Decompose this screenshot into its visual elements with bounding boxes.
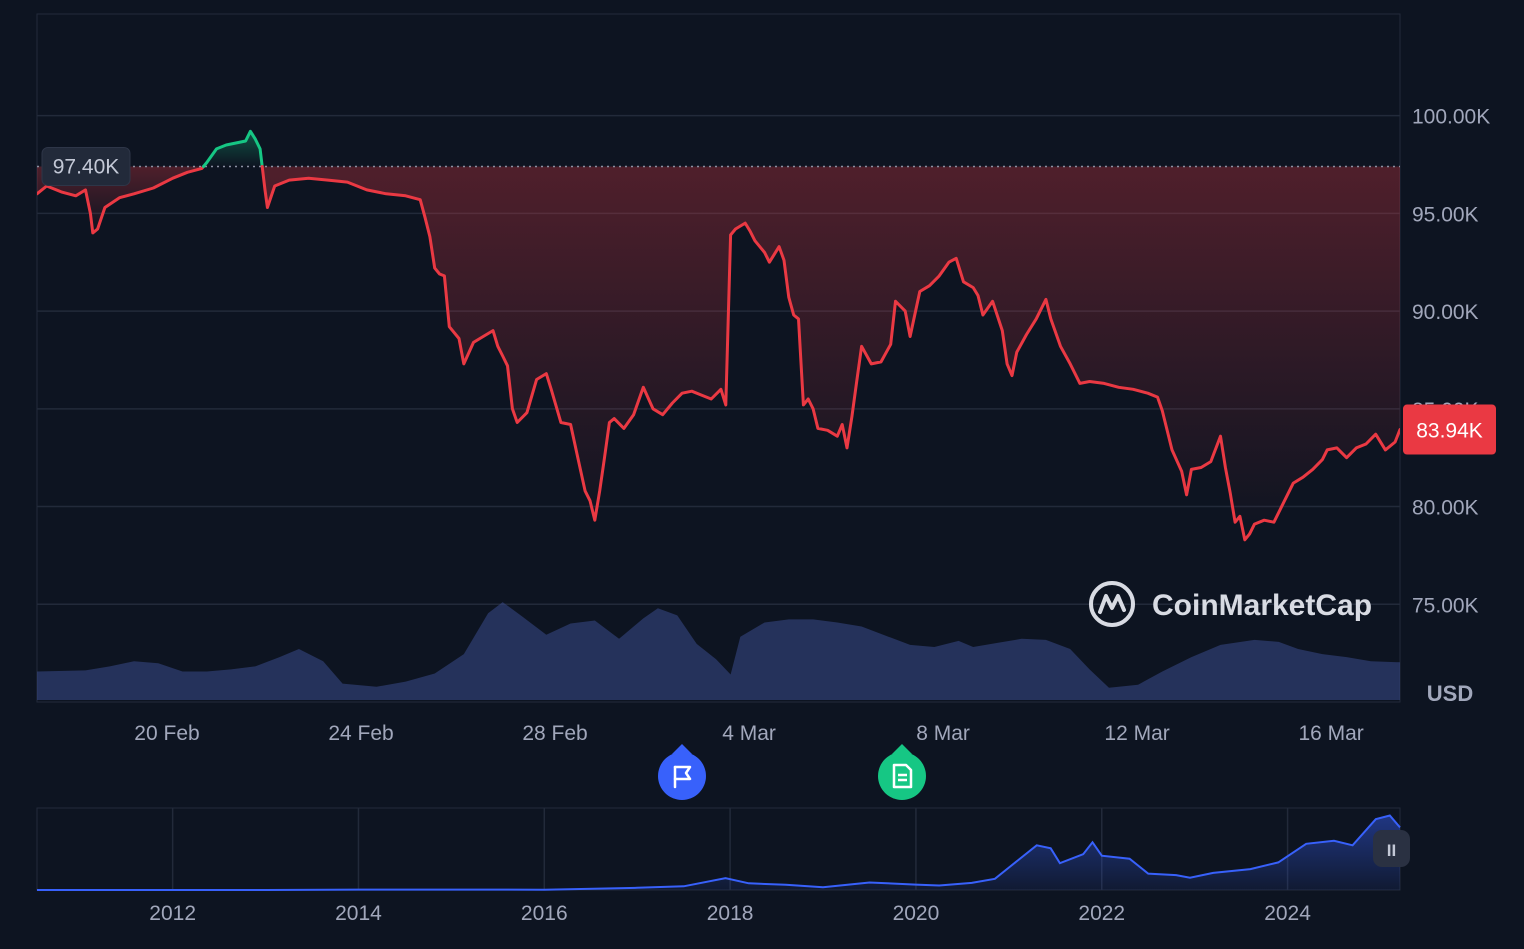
navigator-series bbox=[37, 814, 1401, 891]
x-tick-label: 4 Mar bbox=[722, 722, 776, 745]
coinmarketcap-logo-icon bbox=[1089, 581, 1135, 627]
price-line-down bbox=[260, 165, 1400, 542]
navigator-pause-button[interactable]: II bbox=[1373, 830, 1410, 867]
x-tick-label: 24 Feb bbox=[328, 722, 393, 745]
price-series bbox=[37, 129, 1400, 542]
navigator-area bbox=[37, 815, 1400, 890]
navigator-tick-label: 2022 bbox=[1078, 902, 1125, 925]
navigator-tick-label: 2020 bbox=[893, 902, 940, 925]
x-tick-label: 16 Mar bbox=[1298, 722, 1363, 745]
navigator-x-axis: 2012 2014 2016 2018 2020 2022 2024 bbox=[149, 902, 1311, 925]
coinmarketcap-logo: CoinMarketCap bbox=[1089, 581, 1372, 627]
reference-badge: 97.40K bbox=[41, 146, 131, 186]
y-tick-label: 90.00K bbox=[1412, 301, 1479, 324]
navigator-tick-label: 2014 bbox=[335, 902, 382, 925]
brand-name: CoinMarketCap bbox=[1152, 589, 1372, 622]
price-area-fill bbox=[37, 131, 1400, 540]
reference-label: 97.40K bbox=[53, 155, 120, 178]
navigator-tick-label: 2012 bbox=[149, 902, 196, 925]
x-axis: 20 Feb 24 Feb 28 Feb 4 Mar 8 Mar 12 Mar 16 Mar bbox=[134, 722, 1364, 745]
x-tick-label: 20 Feb bbox=[134, 722, 199, 745]
navigator-line bbox=[37, 814, 1401, 891]
current-price-badge: 83.94K bbox=[1403, 404, 1496, 455]
document-icon bbox=[892, 763, 913, 789]
x-tick-label: 8 Mar bbox=[916, 722, 970, 745]
event-marker-flag[interactable] bbox=[658, 744, 706, 800]
navigator-tick-label: 2018 bbox=[707, 902, 754, 925]
volume-area bbox=[37, 602, 1400, 700]
y-tick-label: 95.00K bbox=[1412, 203, 1479, 226]
current-price-label: 83.94K bbox=[1416, 420, 1483, 443]
price-area-down bbox=[262, 166, 1400, 540]
y-tick-label: 75.00K bbox=[1412, 594, 1479, 617]
currency-label: USD bbox=[1427, 681, 1473, 706]
price-line-down bbox=[37, 165, 205, 235]
navigator-tick-label: 2024 bbox=[1264, 902, 1311, 925]
y-tick-label: 100.00K bbox=[1412, 106, 1490, 129]
price-line-up bbox=[202, 129, 264, 168]
x-tick-label: 12 Mar bbox=[1104, 722, 1169, 745]
y-tick-label: 80.00K bbox=[1412, 497, 1479, 520]
pause-icon: II bbox=[1387, 841, 1396, 860]
flag-icon bbox=[673, 765, 692, 789]
navigator-tick-label: 2016 bbox=[521, 902, 568, 925]
event-marker-document[interactable] bbox=[878, 744, 926, 800]
volume-series bbox=[37, 602, 1400, 700]
x-tick-label: 28 Feb bbox=[522, 722, 587, 745]
